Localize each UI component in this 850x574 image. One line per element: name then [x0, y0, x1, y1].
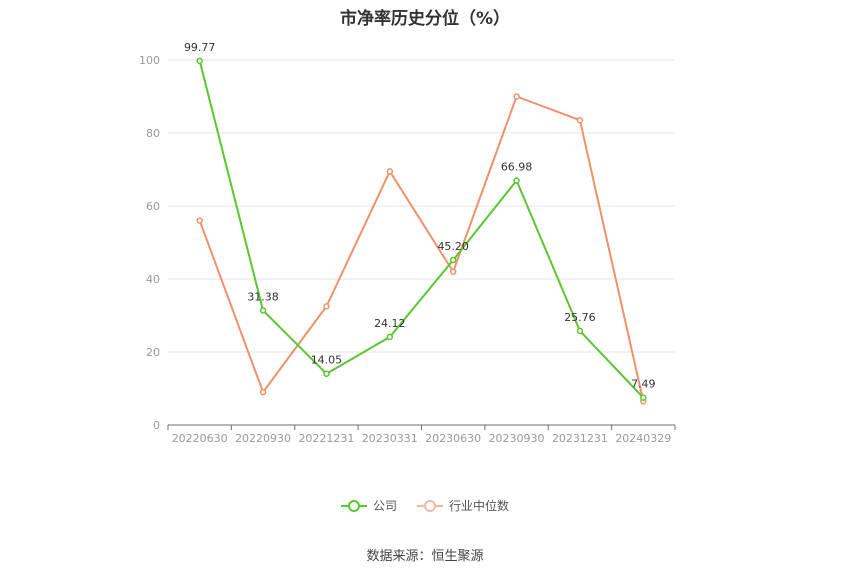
x-tick-label: 20230630: [425, 432, 481, 445]
y-tick-label: 40: [146, 273, 160, 286]
x-tick-label: 20240329: [615, 432, 671, 445]
data-label: 24.12: [374, 317, 406, 330]
data-label: 99.77: [184, 41, 216, 54]
legend-line-marker-icon: [340, 499, 367, 512]
data-label: 14.05: [311, 354, 343, 367]
x-tick-label: 20230930: [489, 432, 545, 445]
legend: 公司 行业中位数: [0, 497, 850, 514]
data-point[interactable]: [513, 177, 520, 184]
y-tick-label: 100: [139, 54, 160, 67]
source-note: 数据来源：恒生聚源: [366, 549, 484, 564]
y-tick-label: 20: [146, 346, 160, 359]
x-tick-label: 20220630: [172, 432, 228, 445]
legend-label-industry-median: 行业中位数: [449, 499, 510, 513]
chart-title: 市净率历史分位（%）: [339, 9, 511, 29]
x-tick-label: 20231231: [552, 432, 608, 445]
data-point[interactable]: [259, 307, 267, 314]
y-tick-label: 60: [146, 200, 160, 213]
data-point[interactable]: [513, 93, 520, 100]
data-point[interactable]: [323, 303, 330, 310]
data-point[interactable]: [196, 217, 203, 224]
data-point[interactable]: [386, 333, 394, 341]
data-label: 45.20: [437, 240, 469, 253]
data-labels: 99.77 31.38 14.05 24.12 45.20 66.98 25.76 7.49: [184, 41, 656, 391]
data-point[interactable]: [576, 116, 584, 124]
data-point[interactable]: [576, 327, 584, 335]
data-point[interactable]: [196, 57, 203, 65]
legend-label-company: 公司: [372, 499, 397, 513]
y-tick-label: 0: [153, 419, 160, 432]
series: [196, 57, 647, 405]
y-tick-label: 80: [146, 127, 160, 140]
x-tick-label: 20220930: [235, 432, 291, 445]
data-point[interactable]: [386, 168, 394, 175]
axes: 0 20 40 60 80 100 20220630 20220930 20221231 2023…: [139, 54, 676, 445]
legend-item-company[interactable]: 公司: [340, 497, 397, 514]
grid-lines: [168, 59, 675, 353]
series-line-1: [198, 95, 645, 402]
data-point[interactable]: [449, 256, 457, 264]
data-point[interactable]: [640, 394, 647, 401]
data-label: 66.98: [501, 161, 533, 174]
x-tick-label: 20230331: [362, 432, 418, 445]
data-point[interactable]: [323, 370, 330, 377]
data-label: 7.49: [631, 378, 656, 391]
data-point[interactable]: [259, 388, 267, 396]
data-label: 25.76: [564, 311, 596, 324]
x-tick-label: 20221231: [298, 432, 354, 445]
legend-item-industry-median[interactable]: 行业中位数: [417, 497, 509, 514]
legend-line-marker-icon: [417, 499, 443, 512]
data-point[interactable]: [449, 268, 457, 275]
series-line-0: [198, 60, 645, 399]
data-label: 31.38: [247, 290, 279, 303]
